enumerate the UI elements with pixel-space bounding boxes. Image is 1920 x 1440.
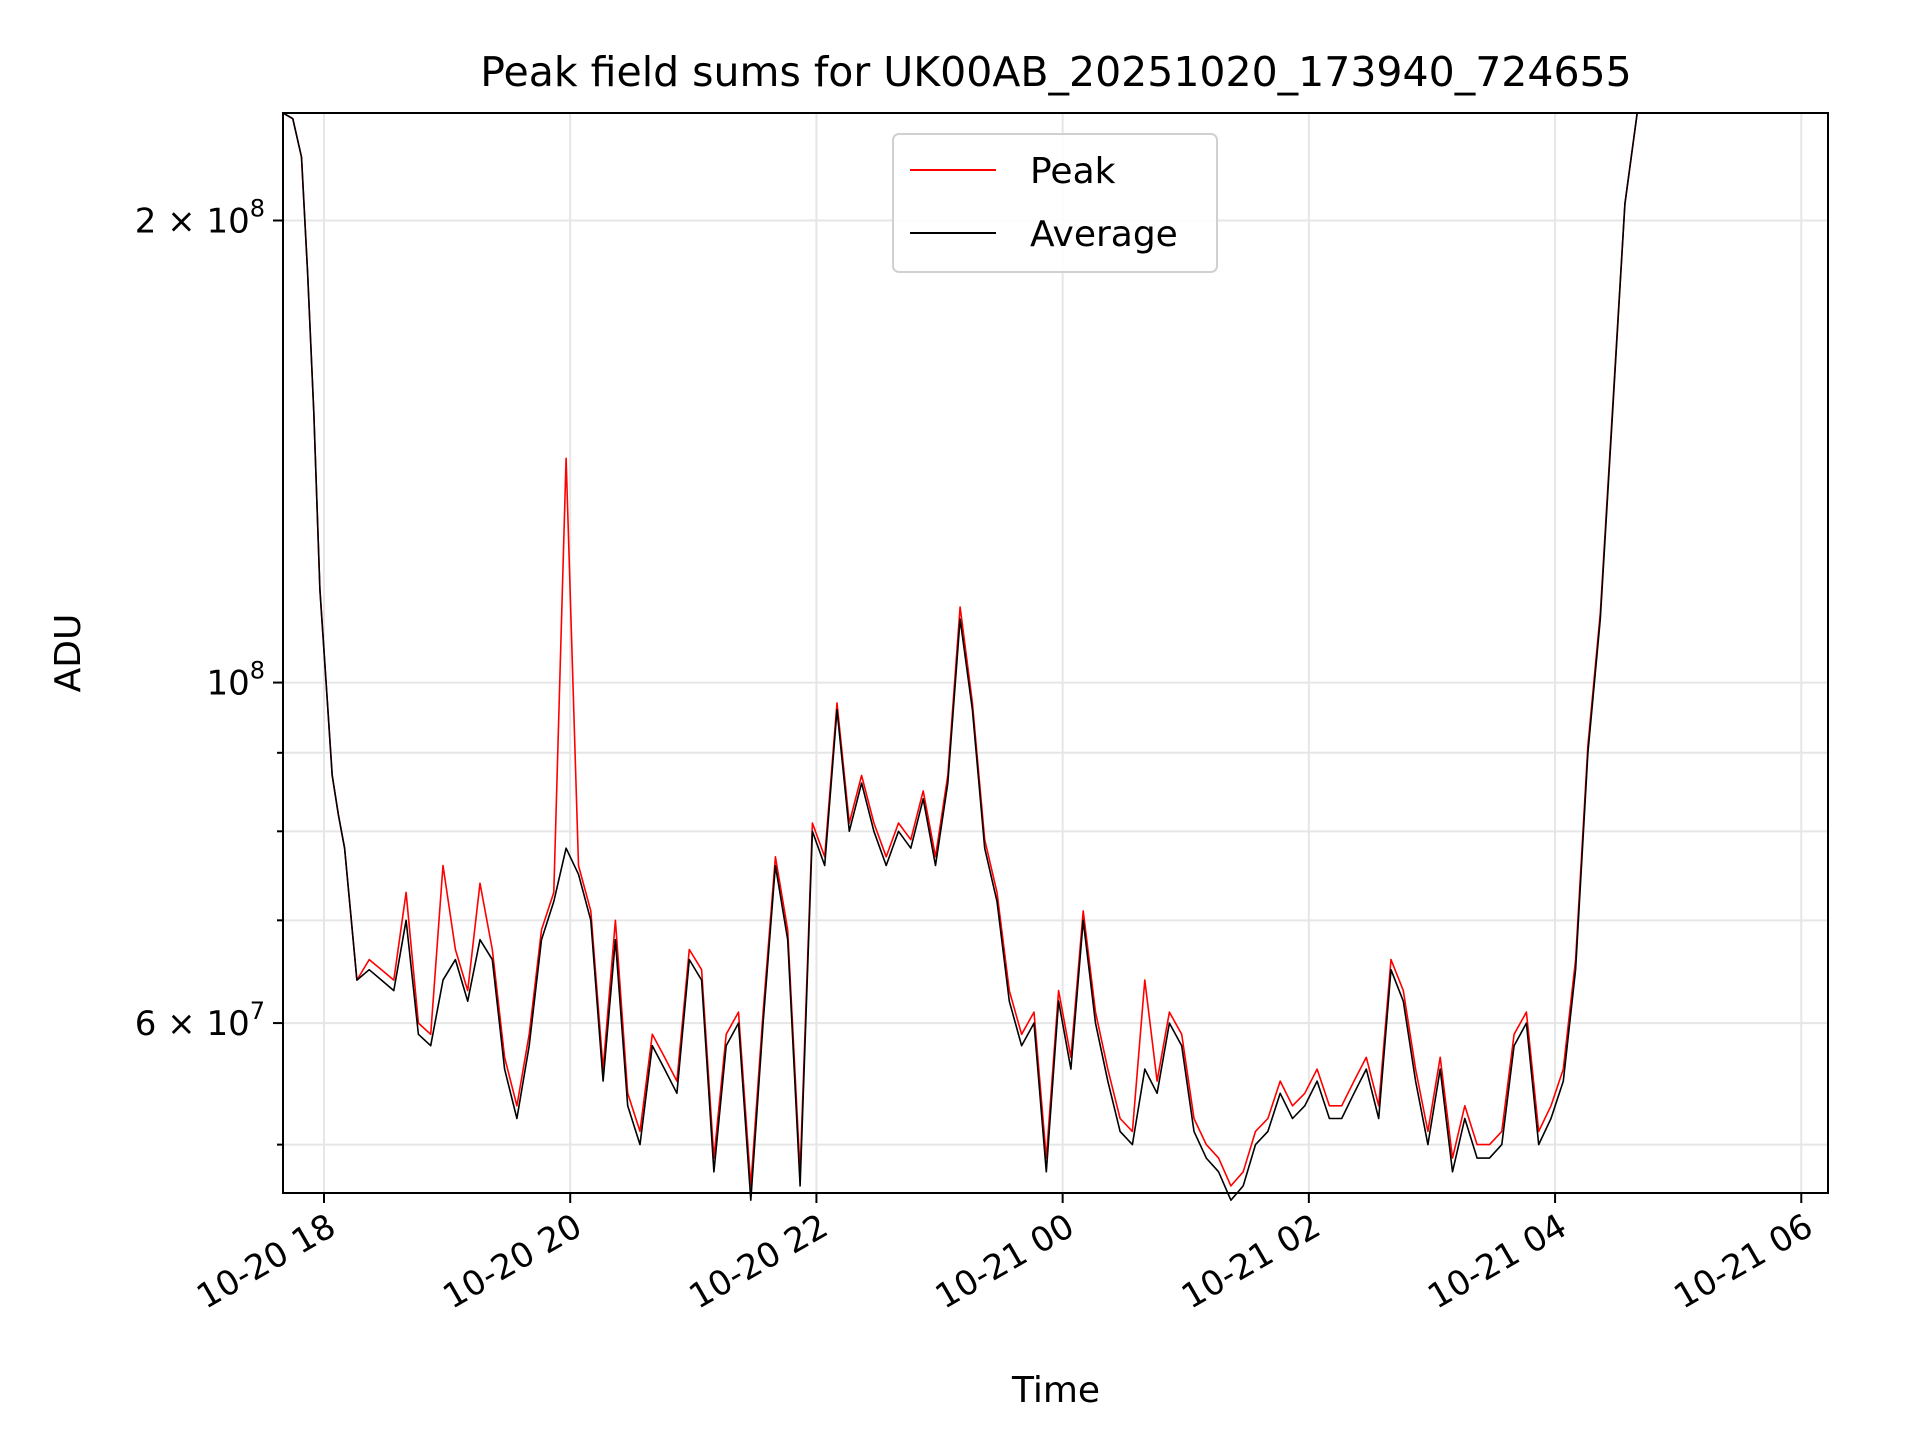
legend-average-label: Average xyxy=(1030,214,1178,255)
series-line-peak xyxy=(282,112,1650,1187)
plot-frame xyxy=(282,112,1829,1194)
y-axis-label: ADU xyxy=(48,614,89,693)
legend-peak-label: Peak xyxy=(1030,151,1116,192)
y-tick-label: 6 × 107 xyxy=(135,997,265,1044)
legend-box xyxy=(892,133,1218,273)
series-line-average xyxy=(282,112,1650,1201)
chart-title: Peak field sums for UK00AB_20251020_1739… xyxy=(480,48,1631,96)
y-axis: 2 × 108 108 6 × 107 xyxy=(135,195,283,1146)
y-tick-label: 2 × 108 xyxy=(135,195,265,242)
series-group xyxy=(282,112,1650,1201)
y-tick-label: 108 xyxy=(206,657,265,704)
x-axis-label: Time xyxy=(1011,1370,1100,1411)
legend: Peak Average xyxy=(892,133,1218,273)
